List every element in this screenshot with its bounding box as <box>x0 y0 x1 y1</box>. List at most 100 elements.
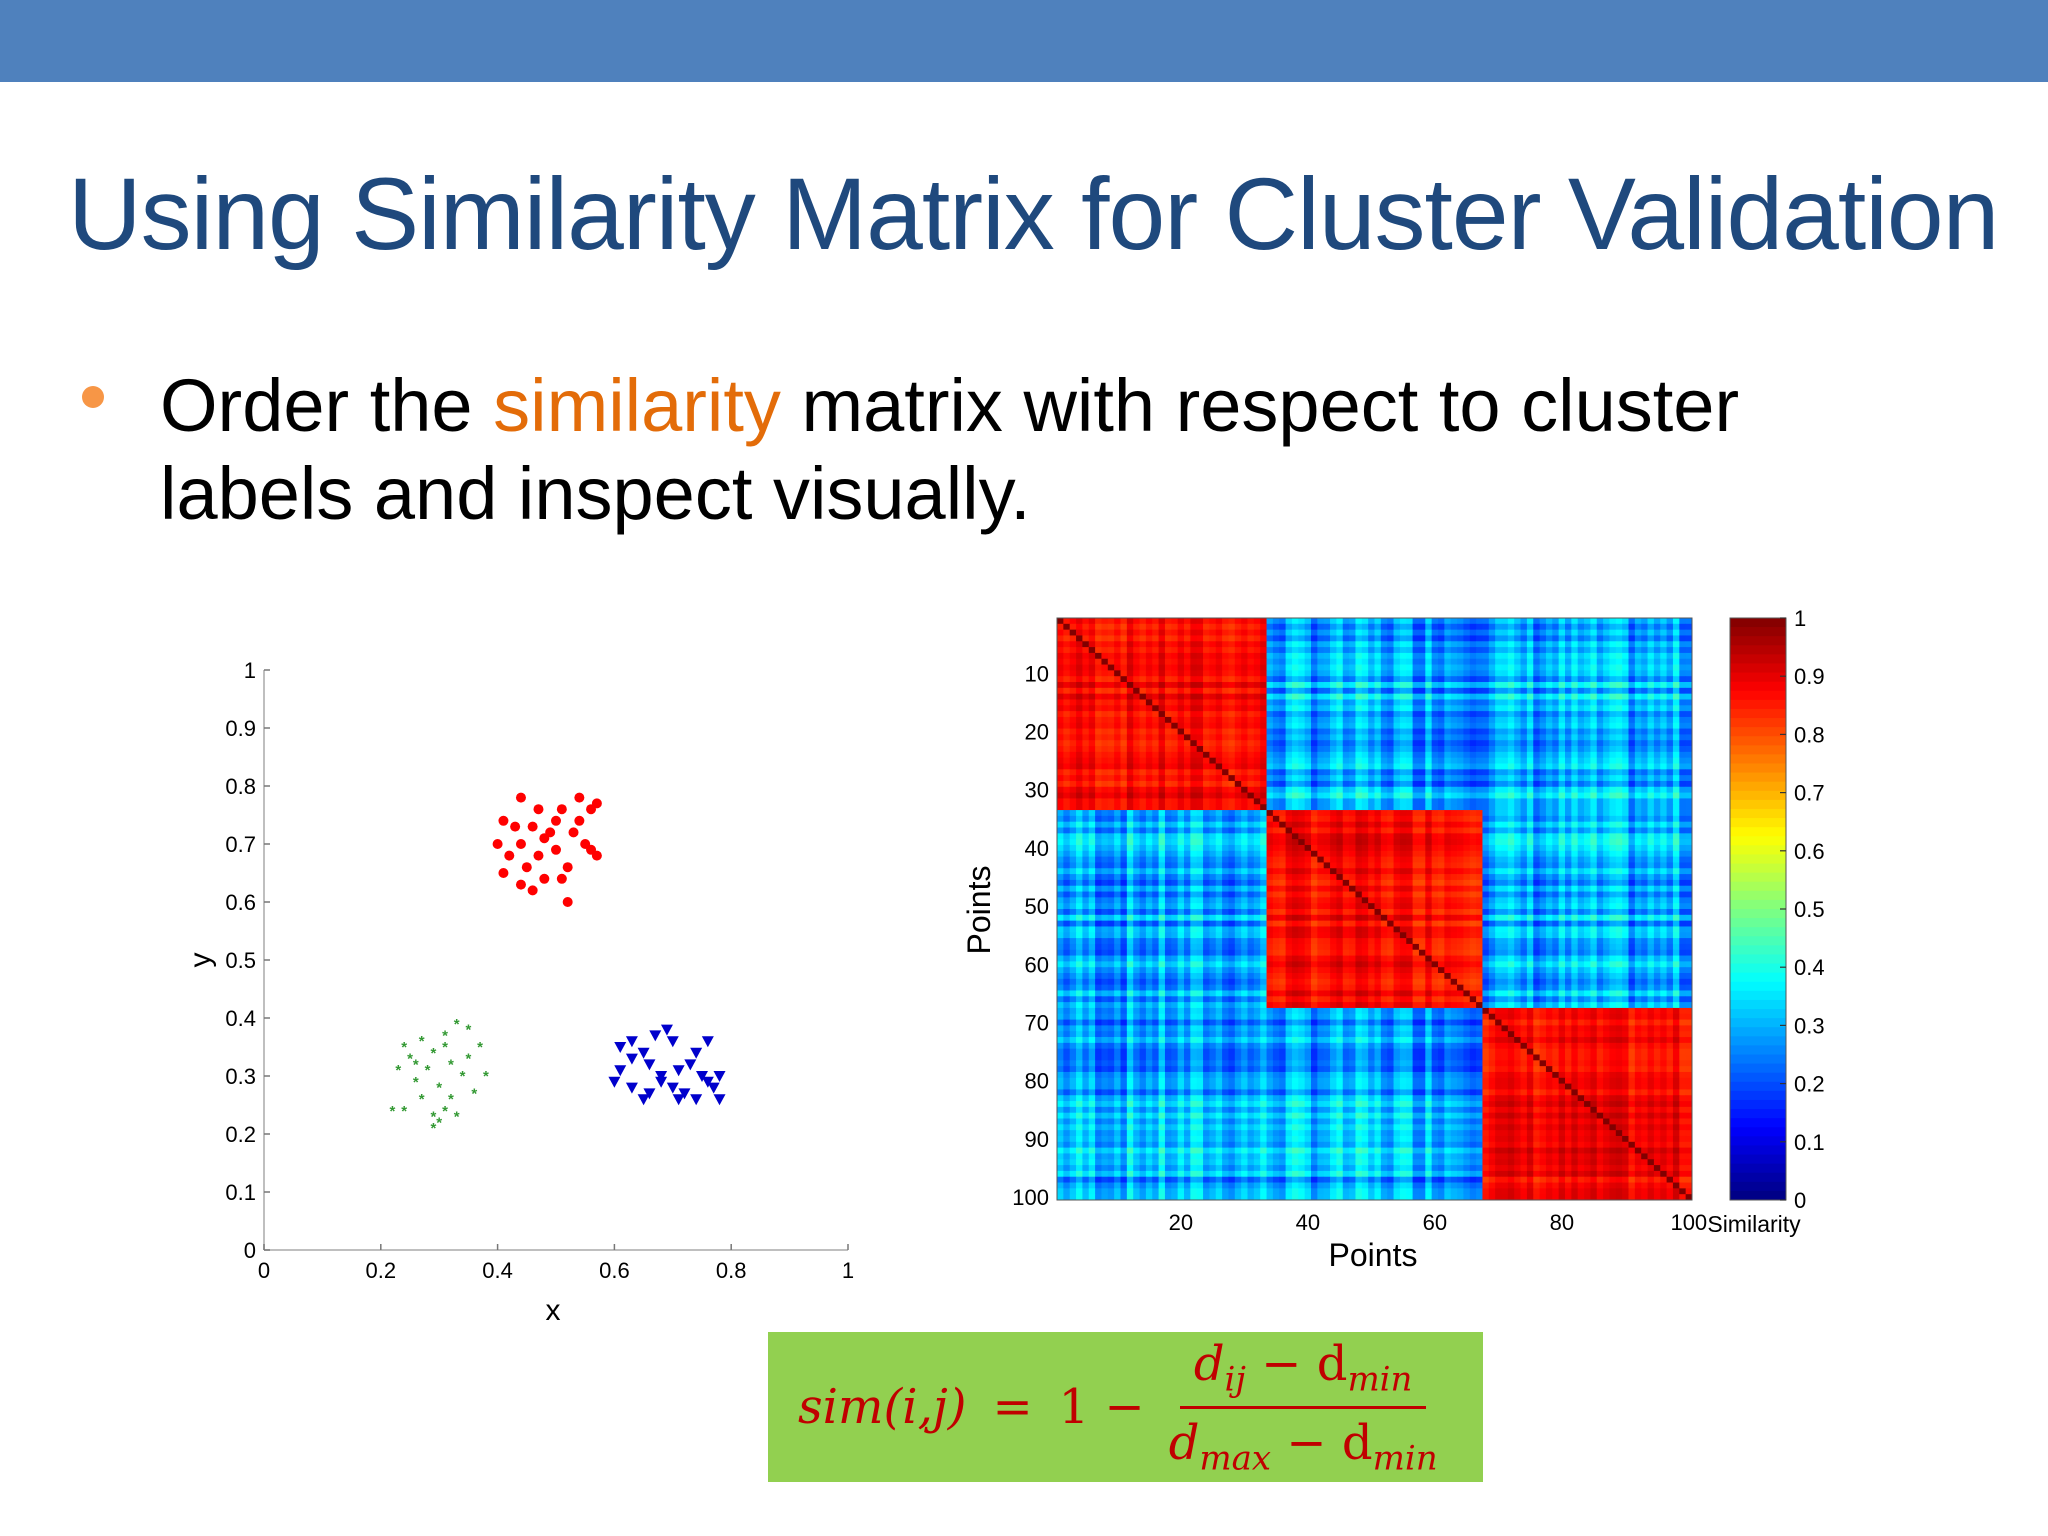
heatmap-cell <box>1438 682 1445 689</box>
heatmap-cell <box>1330 856 1337 863</box>
heatmap-cell <box>1558 792 1566 799</box>
heatmap-cell <box>1596 699 1604 706</box>
heatmap-cell <box>1539 775 1547 782</box>
heatmap-cell <box>1279 728 1286 735</box>
scatter-point-triangle <box>707 1082 720 1094</box>
heatmap-cell <box>1152 775 1159 782</box>
heatmap-cell <box>1285 664 1293 671</box>
heatmap-cell <box>1399 623 1407 631</box>
heatmap-cell <box>1438 670 1445 677</box>
heatmap-cell <box>1577 664 1585 671</box>
scatter-point-circle <box>539 873 550 884</box>
heatmap-cell <box>1501 891 1509 898</box>
heatmap-cell <box>1164 687 1172 695</box>
heatmap-cell <box>1565 740 1572 747</box>
heatmap-cell <box>1469 786 1477 793</box>
heatmap-cell <box>1501 629 1509 636</box>
heatmap-cell <box>1171 652 1179 660</box>
heatmap-cell <box>1133 670 1140 677</box>
heatmap-cell <box>1069 670 1077 677</box>
heatmap-cell <box>1266 792 1274 799</box>
heatmap-cell <box>1469 780 1477 788</box>
heatmap-cell <box>1355 804 1363 811</box>
heatmap-cell <box>1342 798 1350 805</box>
heatmap-cell <box>1114 676 1121 683</box>
heatmap-cell <box>1126 804 1134 811</box>
heatmap-cell <box>1374 786 1382 793</box>
heatmap-cell <box>1342 827 1350 834</box>
heatmap-cell <box>1253 751 1261 759</box>
heatmap-cell <box>1463 885 1471 892</box>
heatmap-cell <box>1158 775 1166 782</box>
heatmap-cell <box>1247 804 1255 811</box>
heatmap-cell <box>1399 792 1407 799</box>
heatmap-cell <box>1069 833 1077 840</box>
heatmap-cell <box>1609 711 1617 718</box>
heatmap-cell <box>1463 874 1471 881</box>
heatmap-cell <box>1666 804 1674 811</box>
heatmap-cell <box>1526 862 1534 869</box>
heatmap-cell <box>1406 699 1413 706</box>
heatmap-cell <box>1660 839 1667 846</box>
heatmap-cell <box>1152 833 1159 840</box>
heatmap-cell <box>1228 716 1236 724</box>
heatmap-cell <box>1444 879 1452 887</box>
heatmap-cell <box>1088 815 1096 823</box>
heatmap-cell <box>1171 868 1179 875</box>
heatmap-cell <box>1095 711 1102 718</box>
heatmap-cell <box>1488 891 1496 898</box>
heatmap-cell <box>1342 682 1350 689</box>
heatmap-cell <box>1145 647 1153 654</box>
heatmap-cell <box>1438 844 1445 852</box>
heatmap-cell <box>1545 833 1553 840</box>
heatmap-cell <box>1317 658 1325 665</box>
heatmap-cell <box>1272 670 1280 677</box>
heatmap-cell <box>1101 746 1109 753</box>
heatmap-cell <box>1412 763 1420 770</box>
heatmap-cell <box>1520 629 1528 636</box>
heatmap-cell <box>1291 676 1299 683</box>
heatmap-cell <box>1171 629 1179 636</box>
heatmap-cell <box>1057 856 1064 863</box>
heatmap-cell <box>1158 810 1166 817</box>
heatmap-cell <box>1387 844 1394 852</box>
heatmap-cell <box>1152 780 1159 788</box>
heatmap-cell <box>1444 652 1452 660</box>
heatmap-cell <box>1552 705 1560 712</box>
heatmap-cell <box>1368 897 1375 904</box>
heatmap-cell <box>1679 891 1687 898</box>
heatmap-cell <box>1412 862 1420 869</box>
heatmap-cell <box>1082 856 1090 863</box>
heatmap-cell <box>1203 769 1210 776</box>
heatmap-cell <box>1152 821 1159 828</box>
heatmap-cell <box>1666 862 1674 869</box>
heatmap-cell <box>1279 676 1286 683</box>
heatmap-cell <box>1545 885 1553 892</box>
heatmap-cell <box>1596 734 1604 741</box>
scatter-point-star: * <box>448 1091 454 1108</box>
bullet-text-highlight: similarity <box>493 364 781 447</box>
heatmap-cell <box>1088 885 1096 892</box>
heatmap-cell <box>1418 780 1426 788</box>
heatmap-cell <box>1260 664 1267 671</box>
heatmap-cell <box>1330 670 1337 677</box>
heatmap-cell <box>1222 885 1229 892</box>
heatmap-cell <box>1615 623 1623 631</box>
heatmap-cell <box>1234 786 1242 793</box>
heatmap-cell <box>1253 798 1261 805</box>
heatmap-cell <box>1577 769 1585 776</box>
heatmap-cell <box>1082 833 1090 840</box>
heatmap-cell <box>1241 664 1248 671</box>
heatmap-cell <box>1418 682 1426 689</box>
heatmap-cell <box>1063 763 1071 770</box>
heatmap-cell <box>1495 722 1502 729</box>
heatmap-cell <box>1114 664 1121 671</box>
heatmap-cell <box>1634 792 1642 799</box>
heatmap-cell <box>1545 641 1553 648</box>
heatmap-cell <box>1539 850 1547 858</box>
heatmap-cell <box>1266 716 1274 724</box>
heatmap-cell <box>1406 734 1413 741</box>
heatmap-cell <box>1355 769 1363 776</box>
heatmap-cell <box>1247 810 1255 817</box>
heatmap-cell <box>1628 804 1636 811</box>
